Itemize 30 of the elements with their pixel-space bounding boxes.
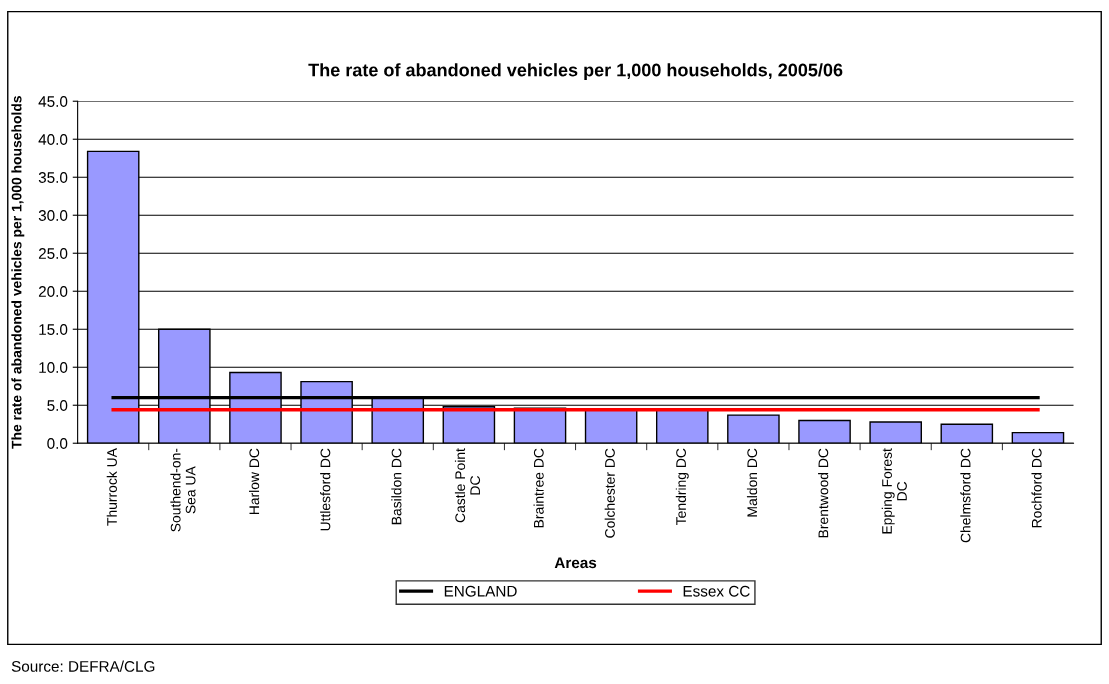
x-tick-label: Braintree DC (533, 448, 544, 528)
y-tick-label: 45.0 (38, 96, 68, 107)
x-tick-label: Thurrock UA (106, 448, 117, 526)
x-axis-title: Areas (554, 557, 597, 569)
source-note: Source: DEFRA/CLG (11, 660, 155, 672)
x-tick-label: Maldon DC (746, 448, 758, 517)
y-tick-label: 15.0 (39, 324, 68, 335)
y-tick-label: 35.0 (38, 172, 68, 183)
x-tick-label: Southend-on- Sea UA (170, 448, 196, 532)
x-tick-label: Chelmsford DC (960, 448, 971, 543)
y-tick-label: 20.0 (38, 286, 68, 297)
y-axis-title: The rate of abandoned vehicles per 1,000 households (11, 96, 25, 449)
y-tick-label: 10.0 (39, 362, 68, 373)
y-tick-label: 25.0 (38, 248, 68, 259)
x-tick-label: Castle Point DC (454, 448, 481, 523)
y-tick-label: 5.0 (47, 400, 68, 411)
legend-label: Essex CC (683, 585, 750, 597)
y-tick-label: 30.0 (38, 210, 68, 221)
x-tick-label: Tendring DC (675, 448, 689, 525)
x-tick-label: Uttlesford DC (320, 448, 331, 531)
chart-title: The rate of abandoned vehicles per 1,000 households, 2005/06 (308, 63, 843, 80)
y-tick-label: 40.0 (38, 134, 68, 145)
x-tick-label: Colchester DC (604, 448, 615, 538)
x-tick-label: Rochford DC (1031, 448, 1042, 528)
y-tick-label: 0.0 (47, 438, 68, 449)
x-tick-label: Harlow DC (248, 448, 260, 515)
x-tick-label: Basildon DC (391, 448, 402, 525)
legend-label: ENGLAND (444, 585, 517, 597)
x-tick-label: Epping Forest DC (881, 448, 907, 534)
x-tick-label: Brentwood DC (818, 448, 829, 538)
